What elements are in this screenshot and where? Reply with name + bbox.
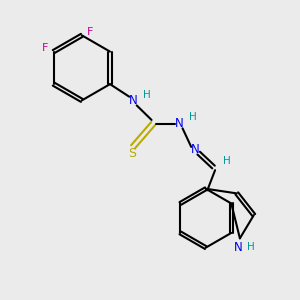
Text: H: H xyxy=(189,112,196,122)
Text: H: H xyxy=(143,90,151,100)
Text: H: H xyxy=(223,157,231,166)
Text: S: S xyxy=(128,147,136,160)
Text: N: N xyxy=(234,241,243,254)
Text: H: H xyxy=(247,242,255,252)
Text: F: F xyxy=(42,44,48,53)
Text: N: N xyxy=(190,143,199,157)
Text: N: N xyxy=(129,94,137,107)
Text: F: F xyxy=(87,27,94,37)
Text: N: N xyxy=(175,117,184,130)
